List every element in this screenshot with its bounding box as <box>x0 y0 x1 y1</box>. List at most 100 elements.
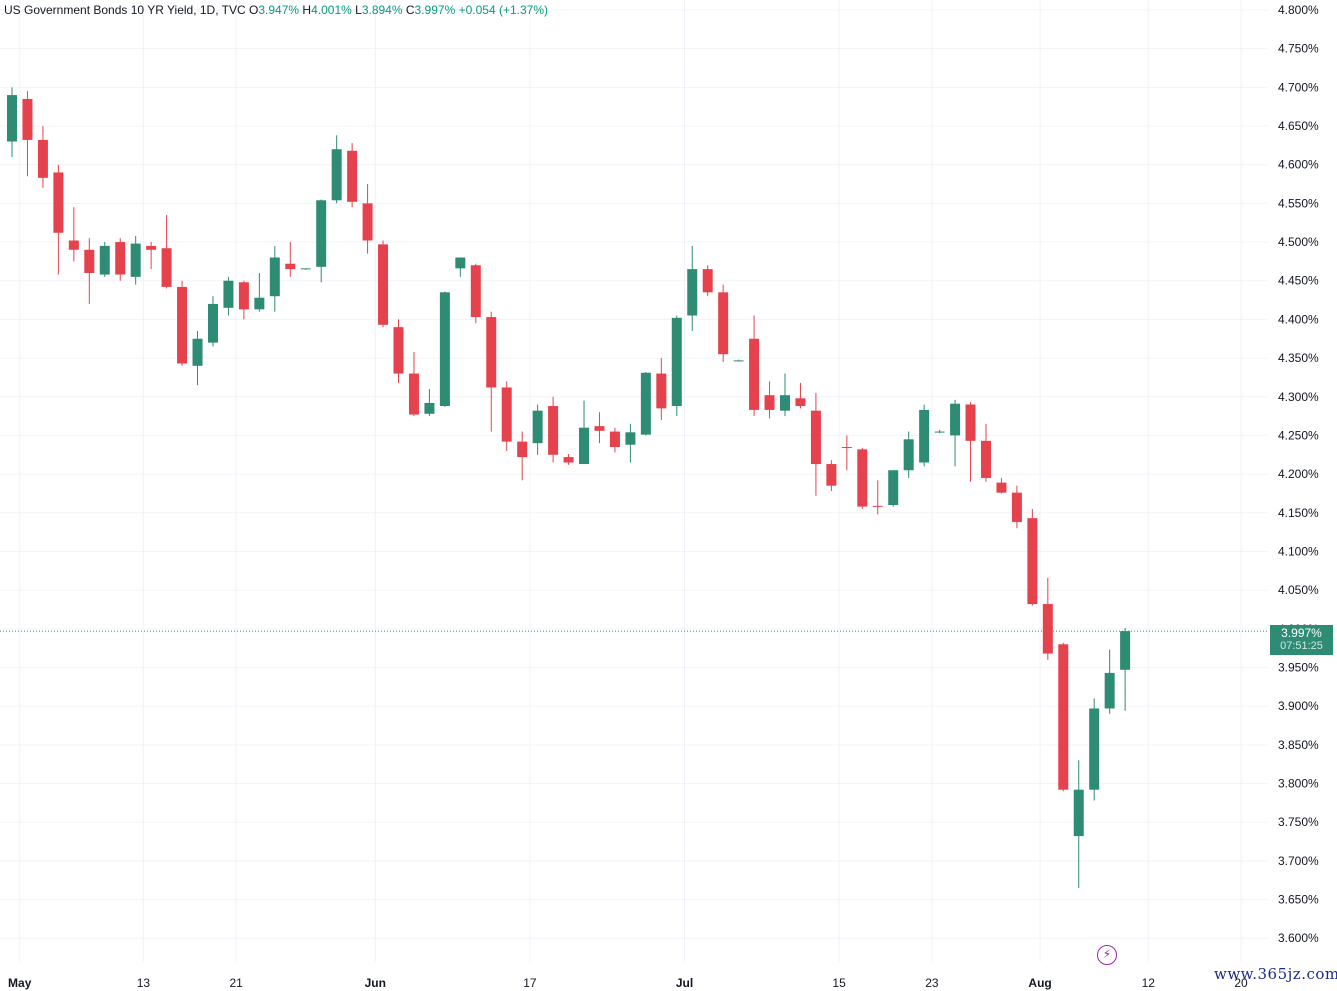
candle-down <box>22 91 33 177</box>
candle-body <box>857 449 868 507</box>
time-axis[interactable]: May 13 21 Jun 17 Jul 15 23 Aug 12 20 <box>8 976 1248 990</box>
x-tick-label: 20 <box>1234 976 1248 990</box>
candle-body <box>1089 708 1100 790</box>
candle-down <box>810 392 821 496</box>
candle-body <box>424 402 435 414</box>
candle-down <box>548 396 559 463</box>
candle-down <box>161 214 172 289</box>
legend-open-value: 3.947% <box>258 3 300 17</box>
candle-body <box>269 257 280 297</box>
candle-down <box>609 427 620 453</box>
candle-body <box>548 406 559 455</box>
candle-up <box>300 268 311 270</box>
candle-body <box>671 317 682 407</box>
watermark-text: www.365jz.com <box>1214 965 1337 983</box>
candle-body <box>316 200 327 267</box>
y-tick-label: 3.850% <box>1278 738 1319 752</box>
candle-body <box>563 457 574 463</box>
candle-body <box>393 327 404 374</box>
candle-body <box>996 482 1007 493</box>
last-price-badge: 3.997% 07:51:25 <box>1270 625 1333 655</box>
legend-open-label: O <box>249 3 259 17</box>
legend-close-value: 3.997% <box>414 3 456 17</box>
candle-body <box>826 464 837 486</box>
candle-body <box>950 403 961 436</box>
candle-up <box>733 359 744 362</box>
candle-body <box>656 373 667 409</box>
candle-up <box>316 199 327 283</box>
candle-up <box>1073 760 1084 888</box>
candle-body <box>207 303 218 343</box>
legend-low-label: L <box>355 3 362 17</box>
lightning-icon[interactable]: ⚡ <box>1097 945 1117 965</box>
candle-body <box>408 373 419 415</box>
candle-down <box>378 240 389 328</box>
x-tick-label: 23 <box>925 976 939 990</box>
x-tick-label: Aug <box>1028 976 1051 990</box>
candle-body <box>1058 644 1069 790</box>
legend-symbol: US Government Bonds 10 YR Yield, 1D, TVC <box>4 3 246 17</box>
candle-down <box>857 447 868 509</box>
candle-body <box>1011 492 1022 523</box>
candle-down <box>501 381 512 451</box>
candle-body <box>733 360 744 362</box>
candle-body <box>1073 789 1084 837</box>
y-tick-label: 4.700% <box>1278 80 1319 94</box>
candle-body <box>764 395 775 410</box>
candle-up <box>888 470 899 507</box>
y-tick-label: 4.450% <box>1278 274 1319 288</box>
candle-body <box>331 149 342 201</box>
candle-body <box>99 245 110 275</box>
x-tick-label: 15 <box>832 976 846 990</box>
candle-down <box>594 412 605 444</box>
last-price-value: 3.997% <box>1281 626 1322 640</box>
candle-up <box>919 404 930 467</box>
candle-up <box>1089 698 1100 801</box>
y-tick-label: 4.250% <box>1278 428 1319 442</box>
y-tick-label: 3.700% <box>1278 854 1319 868</box>
candle-down <box>470 263 481 324</box>
candle-down <box>347 143 358 208</box>
candle-down <box>996 477 1007 494</box>
y-tick-label: 4.500% <box>1278 235 1319 249</box>
candle-down <box>146 242 157 270</box>
candle-body <box>223 280 234 308</box>
candle-down <box>177 280 188 366</box>
candle-down <box>1011 485 1022 529</box>
candle-up <box>1120 628 1131 711</box>
candle-down <box>1042 577 1053 660</box>
x-tick-label: 12 <box>1142 976 1156 990</box>
candle-up <box>223 276 234 316</box>
candle-body <box>84 249 95 273</box>
candle-body <box>1104 672 1115 709</box>
candle-up <box>207 296 218 347</box>
candle-up <box>455 257 466 277</box>
candle-body <box>68 240 79 250</box>
candles-layer <box>7 87 1131 888</box>
candle-body <box>161 248 172 287</box>
x-tick-label: 21 <box>229 976 243 990</box>
bar-countdown: 07:51:25 <box>1280 640 1323 652</box>
candle-down <box>718 284 729 362</box>
y-tick-label: 4.600% <box>1278 158 1319 172</box>
legend-high-label: H <box>302 3 312 17</box>
candle-up <box>579 400 590 465</box>
candle-up <box>192 331 203 386</box>
candle-body <box>470 265 481 318</box>
candle-body <box>378 244 389 325</box>
candle-body <box>594 426 605 431</box>
y-tick-label: 3.800% <box>1278 777 1319 791</box>
candle-up <box>934 430 945 434</box>
candle-body <box>532 410 543 444</box>
y-tick-label: 4.050% <box>1278 583 1319 597</box>
candle-body <box>7 95 17 142</box>
candle-up <box>687 245 698 332</box>
candle-up <box>424 389 435 417</box>
candle-up <box>439 291 450 407</box>
price-axis[interactable]: 4.800% 4.750% 4.700% 4.650% 4.600% 4.550% 4.50… <box>1278 3 1319 945</box>
candle-up <box>1104 649 1115 714</box>
candle-up <box>269 245 280 312</box>
candle-body <box>130 243 141 277</box>
candle-up <box>7 87 17 157</box>
